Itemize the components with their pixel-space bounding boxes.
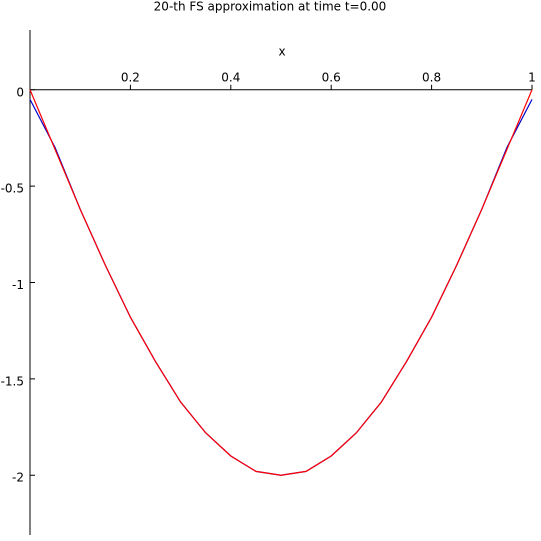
y-tick-label: -1.5 bbox=[1, 374, 24, 388]
y-tick-label: 0 bbox=[16, 85, 24, 99]
series-line bbox=[29, 89, 533, 476]
y-tick-label: -2 bbox=[12, 471, 24, 485]
series-line bbox=[29, 99, 533, 476]
chart-title: 20-th FS approximation at time t=0.00 bbox=[154, 0, 387, 14]
x-tick-label: 1 bbox=[528, 70, 536, 84]
x-tick-label: 0.8 bbox=[422, 70, 441, 84]
y-tick-label: -1 bbox=[12, 278, 24, 292]
x-tick-label: 0.6 bbox=[322, 70, 341, 84]
x-tick-label: 0.4 bbox=[221, 70, 240, 84]
x-axis-label: x bbox=[278, 45, 285, 59]
x-tick-label: 0.2 bbox=[121, 70, 140, 84]
y-tick-label: -0.5 bbox=[1, 182, 24, 196]
